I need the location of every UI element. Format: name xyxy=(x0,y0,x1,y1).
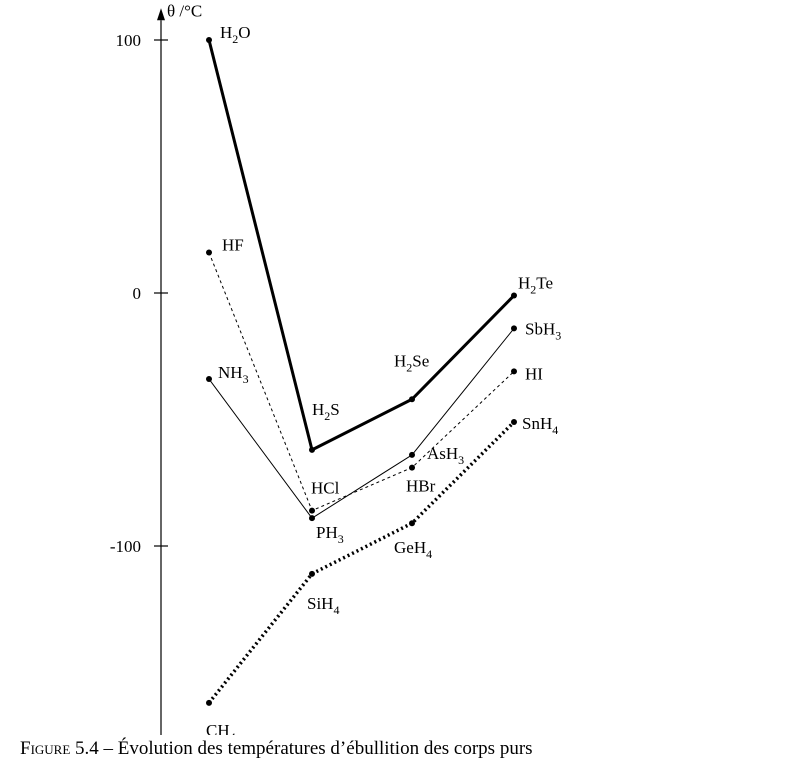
point-NH3 xyxy=(206,376,212,383)
point-GeH4 xyxy=(409,520,415,527)
point-SbH3 xyxy=(511,325,517,332)
label-H2S: H2S xyxy=(312,400,340,423)
label-HF: HF xyxy=(222,236,244,255)
point-H2O xyxy=(206,37,212,43)
label-SbH3: SbH3 xyxy=(525,319,561,342)
point-H2Te xyxy=(511,292,517,299)
series-lines xyxy=(207,39,516,704)
label-H2Te: H2Te xyxy=(518,274,553,297)
point-H2Se xyxy=(409,396,415,403)
point-HF xyxy=(206,249,212,256)
point-labels: H2O H2S H2Se H2Te HF HCl HBr HI NH3 PH3 AsH3 SbH3 CH… xyxy=(206,23,561,735)
point-SnH4 xyxy=(511,419,517,426)
label-H2O: H2O xyxy=(220,23,251,46)
y-tick-label: 0 xyxy=(133,284,142,303)
series-line-group-15 xyxy=(208,328,515,519)
point-SiH4 xyxy=(309,570,315,577)
series-line-group-17 xyxy=(208,252,515,512)
caption-figure-word: Figure xyxy=(20,738,71,759)
y-tick-label: 100 xyxy=(116,31,142,50)
label-HCl: HCl xyxy=(311,479,340,498)
label-CH4: CH4 xyxy=(206,721,236,735)
y-axis-title: θ /°C xyxy=(167,1,202,20)
point-HBr xyxy=(409,464,415,471)
label-SnH4: SnH4 xyxy=(522,414,558,437)
label-PH3: PH3 xyxy=(316,523,344,546)
series-line-group-16 xyxy=(207,39,516,452)
y-axis: θ /°C 100 0 -100 xyxy=(110,1,202,735)
data-points xyxy=(206,37,517,706)
y-axis-arrow xyxy=(157,8,165,21)
series-line-group-14 xyxy=(207,420,516,704)
caption-separator: – xyxy=(103,738,114,759)
label-H2Se: H2Se xyxy=(394,351,429,374)
point-HCl xyxy=(309,507,315,514)
label-HI: HI xyxy=(525,364,543,383)
boiling-point-chart: θ /°C 100 0 -100 H2O H2S H2Se H2Te HF HCl HBr HI NH… xyxy=(110,1,561,735)
label-AsH3: AsH3 xyxy=(427,444,464,467)
caption-number: 5.4 xyxy=(75,738,99,759)
label-HBr: HBr xyxy=(406,477,436,496)
point-PH3 xyxy=(309,515,315,522)
label-NH3: NH3 xyxy=(218,363,249,386)
figure-caption: Figure 5.4 – Évolution des températures … xyxy=(20,738,533,760)
point-HI xyxy=(511,368,517,375)
point-H2S xyxy=(309,446,315,453)
label-GeH4: GeH4 xyxy=(394,538,432,561)
label-SiH4: SiH4 xyxy=(307,594,339,617)
point-AsH3 xyxy=(409,451,415,458)
caption-text: Évolution des températures d’ébullition … xyxy=(117,738,533,759)
y-tick-label: -100 xyxy=(110,537,141,556)
point-CH4 xyxy=(206,699,212,706)
